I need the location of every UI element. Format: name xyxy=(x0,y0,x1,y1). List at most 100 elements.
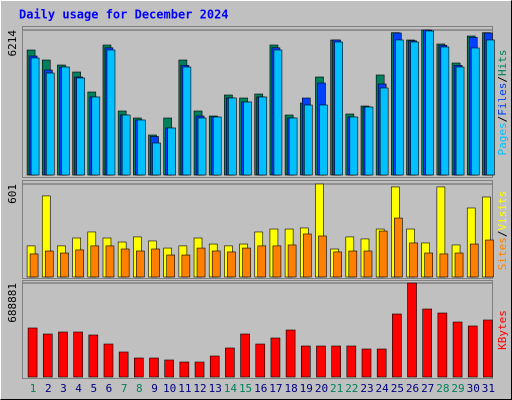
bar xyxy=(302,233,312,278)
x-tick-label: 25 xyxy=(391,382,404,395)
x-tick-label: 30 xyxy=(467,382,480,395)
bar xyxy=(166,254,175,278)
bar xyxy=(30,57,40,176)
bar xyxy=(376,348,387,378)
bar xyxy=(60,252,69,278)
bar xyxy=(410,41,419,176)
x-tick-label: 13 xyxy=(209,382,222,395)
legend-separator: / xyxy=(496,231,509,238)
legend-entry: Pages xyxy=(496,122,509,155)
bar xyxy=(425,30,435,176)
bar xyxy=(240,333,250,378)
bar xyxy=(120,248,130,278)
x-tick-label: 2 xyxy=(45,382,52,395)
x-tick-label: 26 xyxy=(406,382,419,395)
bar xyxy=(179,361,190,378)
bar xyxy=(346,345,357,378)
bar xyxy=(137,119,146,176)
bar xyxy=(58,331,68,378)
x-tick-label: 18 xyxy=(284,382,297,395)
bar xyxy=(105,245,115,278)
bar xyxy=(73,331,83,378)
bar xyxy=(334,41,343,176)
bar xyxy=(257,245,267,278)
bar xyxy=(151,248,160,278)
bar xyxy=(270,337,281,378)
x-tick-label: 19 xyxy=(300,382,313,395)
legend: KBytes xyxy=(496,310,509,350)
bar xyxy=(167,127,176,176)
bar xyxy=(228,97,237,176)
bar xyxy=(467,325,478,378)
bar xyxy=(272,245,282,278)
bar xyxy=(194,361,205,378)
bar xyxy=(439,253,449,278)
bar xyxy=(44,250,54,278)
x-tick-label: 20 xyxy=(315,382,328,395)
bar xyxy=(485,239,494,278)
bar xyxy=(319,104,328,176)
legend-separator: / xyxy=(496,76,509,83)
bar xyxy=(424,252,434,278)
x-tick-label: 24 xyxy=(376,382,390,395)
bar xyxy=(470,47,480,176)
bar xyxy=(348,250,358,278)
bar xyxy=(285,329,296,378)
bar xyxy=(392,313,402,378)
bar xyxy=(29,253,39,278)
x-tick-label: 12 xyxy=(193,382,206,395)
legend-entry: Hits xyxy=(496,50,509,77)
bar xyxy=(209,355,220,378)
x-tick-label: 9 xyxy=(151,382,158,395)
x-tick-label: 23 xyxy=(360,382,373,395)
bar xyxy=(349,116,359,176)
x-tick-label: 8 xyxy=(136,382,143,395)
legend-separator: / xyxy=(496,116,509,123)
bar xyxy=(316,345,326,378)
x-tick-label: 21 xyxy=(330,382,343,395)
bar xyxy=(255,343,266,378)
bar xyxy=(152,142,161,176)
bar xyxy=(378,230,388,278)
y-tick-label: 6214 xyxy=(6,30,19,57)
bar xyxy=(333,251,342,278)
x-tick-label: 15 xyxy=(239,382,252,395)
bar xyxy=(409,242,418,278)
bar xyxy=(212,116,222,176)
x-tick-label: 27 xyxy=(421,382,434,395)
bar xyxy=(361,348,372,378)
bar xyxy=(331,345,341,378)
bar xyxy=(182,66,192,176)
bar xyxy=(106,49,116,176)
legend-entry: Files xyxy=(496,83,509,116)
chart-title: Daily usage for December 2024 xyxy=(19,8,229,22)
x-tick-label: 17 xyxy=(269,382,282,395)
bar xyxy=(136,250,145,278)
x-tick-label: 7 xyxy=(121,382,128,395)
bar xyxy=(227,251,236,278)
x-tick-label: 3 xyxy=(60,382,67,395)
bar xyxy=(149,357,159,378)
bar xyxy=(407,282,417,378)
bar xyxy=(287,244,297,278)
legend-entry: Sites xyxy=(496,237,509,270)
x-tick-label: 4 xyxy=(75,382,82,395)
bar xyxy=(288,117,298,176)
bar xyxy=(90,245,100,278)
x-tick-label: 16 xyxy=(254,382,267,395)
bar xyxy=(300,345,311,378)
bar xyxy=(225,347,235,378)
bar xyxy=(211,250,221,278)
bar xyxy=(318,235,327,278)
bar xyxy=(243,101,252,176)
x-tick-label: 6 xyxy=(106,382,113,395)
bar xyxy=(121,114,131,176)
bar xyxy=(196,247,206,278)
bar xyxy=(103,343,114,378)
bar xyxy=(118,351,129,378)
bar xyxy=(379,87,389,176)
bar xyxy=(61,66,70,176)
